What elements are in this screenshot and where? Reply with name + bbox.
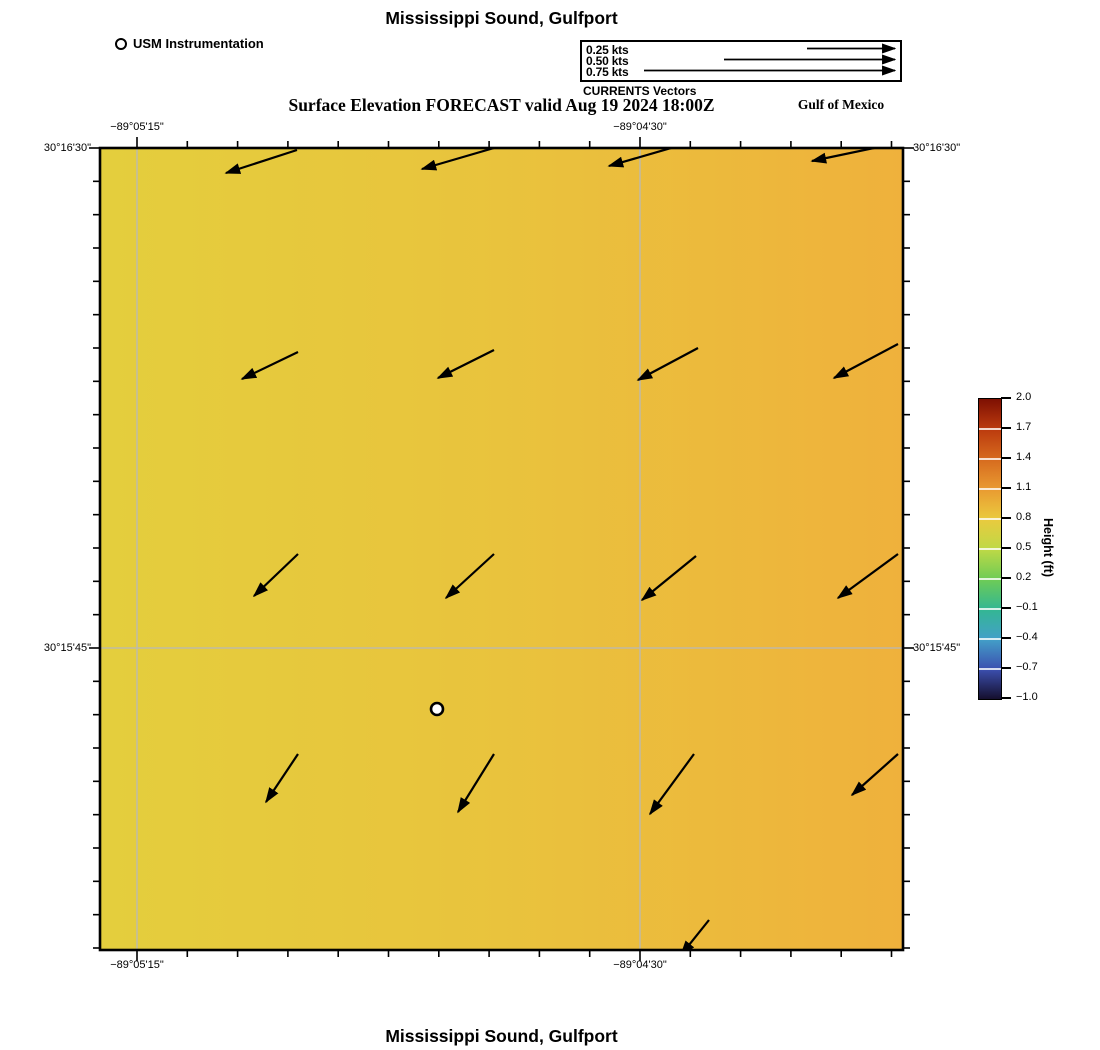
colorbar-tick-label: 2.0 (1016, 391, 1032, 403)
colorbar-tick (1001, 577, 1011, 579)
colorbar-tick-label: 1.1 (1016, 481, 1032, 493)
y-axis-label-left: 30°16'30" (43, 142, 91, 154)
usm-instrumentation-label: USM Instrumentation (133, 36, 264, 51)
legend-speed-label: 0.25 kts (586, 43, 629, 57)
colorbar-tick (1001, 667, 1011, 669)
gulf-of-mexico-label: Gulf of Mexico (797, 97, 885, 112)
footer-title: Mississippi Sound, Gulfport (385, 1026, 618, 1046)
page-title: Mississippi Sound, Gulfport (385, 8, 618, 28)
colorbar-separator (979, 578, 1001, 580)
currents-vector-legend-box: 0.25 kts 0.50 kts 0.75 kts (580, 40, 902, 82)
colorbar-separator (979, 548, 1001, 550)
colorbar-tick (1001, 487, 1011, 489)
colorbar-separator (979, 428, 1001, 430)
colorbar-separator (979, 638, 1001, 640)
legend-arrows (644, 43, 896, 76)
x-axis-label-bottom: −89°04'30" (613, 959, 667, 971)
station-marker-icon (115, 38, 127, 50)
colorbar-tick (1001, 607, 1011, 609)
colorbar-tick-label: 0.5 (1016, 541, 1032, 553)
legend-speed-label: 0.75 kts (586, 65, 629, 79)
colorbar-separator (979, 668, 1001, 670)
colorbar-tick-label: 0.8 (1016, 511, 1032, 523)
colorbar-separator (979, 608, 1001, 610)
colorbar-tick (1001, 637, 1011, 639)
colorbar-tick-label: 1.4 (1016, 451, 1032, 463)
colorbar-tick (1001, 427, 1011, 429)
colorbar-tick (1001, 457, 1011, 459)
colorbar-tick-label: −1.0 (1016, 691, 1038, 703)
y-axis-label-right: 30°16'30" (913, 142, 961, 154)
colorbar-tick (1001, 397, 1011, 399)
colorbar-separator (979, 488, 1001, 490)
x-axis-label-top: −89°05'15" (110, 121, 164, 133)
x-axis-label-top: −89°04'30" (613, 121, 667, 133)
colorbar-tick-label: −0.7 (1016, 661, 1038, 673)
y-axis-label-left: 30°15'45" (43, 642, 91, 654)
map-surface (100, 148, 903, 950)
colorbar-separator (979, 518, 1001, 520)
forecast-subtitle: Surface Elevation FORECAST valid Aug 19 … (288, 95, 715, 115)
x-axis-label-bottom: −89°05'15" (110, 959, 164, 971)
colorbar-tick-label: 0.2 (1016, 571, 1032, 583)
colorbar-tick (1001, 517, 1011, 519)
y-axis-label-right: 30°15'45" (913, 642, 961, 654)
colorbar-separator (979, 458, 1001, 460)
colorbar-tick-label: −0.1 (1016, 601, 1038, 613)
legend-speed-label: 0.50 kts (586, 54, 629, 68)
colorbar (978, 398, 1002, 700)
currents-vectors-caption: CURRENTS Vectors (583, 84, 697, 98)
colorbar-tick-label: −0.4 (1016, 631, 1038, 643)
colorbar-tick (1001, 547, 1011, 549)
colorbar-tick (1001, 697, 1011, 699)
colorbar-title: Height (ft) (1041, 518, 1055, 578)
colorbar-tick-label: 1.7 (1016, 421, 1032, 433)
